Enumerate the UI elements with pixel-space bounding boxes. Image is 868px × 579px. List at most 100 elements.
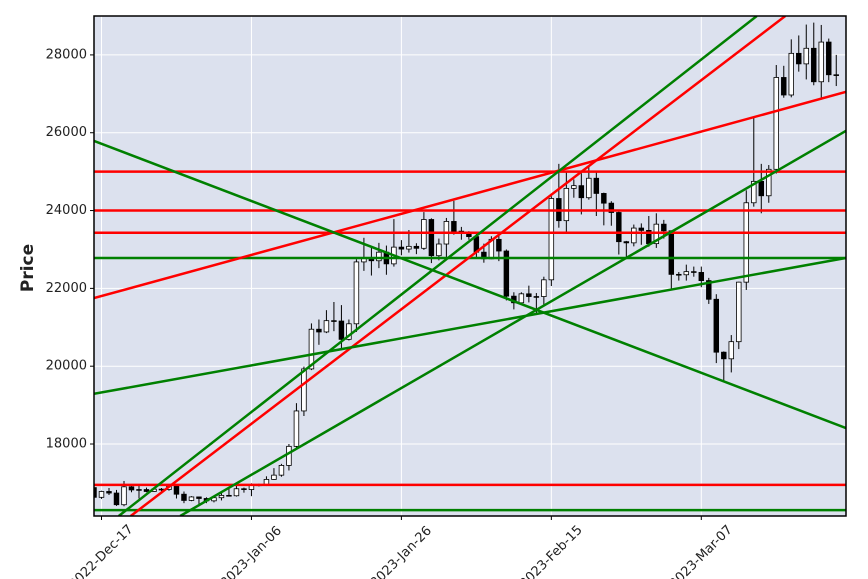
- x-tick-label: 2023-Jan-06: [218, 523, 285, 579]
- candle-body: [736, 281, 742, 343]
- candle-body: [578, 185, 585, 199]
- candle-body: [818, 41, 824, 83]
- candle-body: [503, 250, 510, 297]
- trend-line: [117, 16, 758, 516]
- trend-lines: [94, 16, 846, 516]
- candle-body: [496, 238, 502, 252]
- candle-body: [728, 341, 735, 360]
- trend-line: [94, 90, 846, 300]
- candle-body: [451, 221, 457, 232]
- candle-body: [638, 227, 645, 231]
- candle-body: [698, 272, 705, 281]
- candle-body: [196, 496, 202, 499]
- trend-line: [94, 139, 846, 430]
- candle-body: [128, 486, 135, 491]
- candle-body: [533, 296, 540, 298]
- candle-body: [623, 241, 630, 244]
- candle-body: [436, 243, 442, 257]
- y-tick-label: 28000: [46, 47, 87, 62]
- candle-body: [113, 492, 120, 506]
- candle-body: [803, 47, 809, 65]
- candle-body: [811, 47, 817, 83]
- x-tick-label: 2023-Mar-07: [667, 522, 736, 579]
- marks: [94, 22, 839, 507]
- x-tick-label: 2023-Jan-26: [368, 523, 435, 579]
- candle-body: [683, 271, 690, 276]
- candle-body: [743, 202, 750, 283]
- candle-body: [586, 177, 592, 199]
- candle-body: [571, 185, 577, 189]
- candle-body: [781, 77, 787, 96]
- candle-body: [331, 320, 337, 322]
- candle-body: [548, 198, 555, 281]
- candle-body: [218, 494, 225, 499]
- y-axis-label: Price: [18, 244, 38, 292]
- x-tick-label: 2022-Dec-17: [66, 522, 136, 579]
- candle-body: [301, 368, 307, 412]
- y-tick-label: 26000: [46, 125, 87, 140]
- candle-body: [136, 489, 142, 491]
- candle-body: [608, 202, 615, 213]
- candle-body: [751, 180, 757, 204]
- candle-body: [601, 193, 607, 204]
- candle-body: [233, 488, 240, 497]
- candle-body: [121, 486, 127, 506]
- candle-body: [173, 485, 180, 495]
- trend-line: [94, 256, 846, 396]
- candle-body: [518, 293, 525, 304]
- candle-body: [271, 474, 277, 480]
- candle-body: [413, 245, 420, 249]
- candle-body: [631, 227, 637, 244]
- candle-body: [833, 74, 839, 76]
- candle-body: [721, 351, 727, 360]
- candle-body: [338, 320, 345, 340]
- candle-body: [286, 445, 292, 466]
- candle-body: [758, 180, 765, 197]
- candle-body: [691, 271, 697, 273]
- candle-body: [106, 491, 112, 494]
- candle-body: [98, 491, 105, 498]
- candle-body: [593, 177, 600, 194]
- candle-body: [293, 410, 300, 447]
- candle-body: [706, 280, 712, 300]
- candle-body: [241, 488, 247, 490]
- candle-body: [563, 187, 570, 222]
- y-tick-label: 22000: [46, 281, 87, 296]
- trend-line: [179, 129, 846, 516]
- candle-body: [796, 52, 802, 65]
- candle-body: [226, 494, 232, 497]
- y-tick-label: 18000: [46, 437, 87, 452]
- candle-body: [308, 328, 315, 370]
- candle-body: [541, 279, 547, 297]
- x-tick-label: 2023-Feb-15: [517, 523, 586, 579]
- candle-body: [406, 245, 412, 250]
- plot-area: [94, 16, 846, 516]
- candle-body: [661, 223, 667, 232]
- candle-body: [766, 168, 772, 197]
- candle-body: [616, 212, 622, 243]
- candle-body: [676, 273, 682, 276]
- y-tick-label: 24000: [46, 203, 87, 218]
- candle-body: [526, 293, 532, 297]
- candle-body: [346, 323, 352, 340]
- candle-body: [316, 328, 322, 333]
- candle-body: [773, 77, 779, 170]
- candle-body: [143, 489, 150, 492]
- candle-body: [323, 320, 330, 333]
- candle-body: [428, 219, 435, 257]
- candle-body: [826, 41, 832, 76]
- candle-body: [713, 298, 720, 353]
- candle-body: [353, 261, 360, 325]
- candle-body: [788, 52, 794, 96]
- candle-body: [188, 496, 195, 501]
- trend-line: [129, 16, 787, 516]
- plot-frame: [93, 15, 847, 517]
- candle-body: [181, 493, 187, 501]
- candle-body: [398, 246, 405, 250]
- y-tick-label: 20000: [46, 359, 87, 374]
- candle-body: [376, 251, 382, 262]
- candle-body: [278, 465, 285, 476]
- candle-body: [668, 230, 675, 275]
